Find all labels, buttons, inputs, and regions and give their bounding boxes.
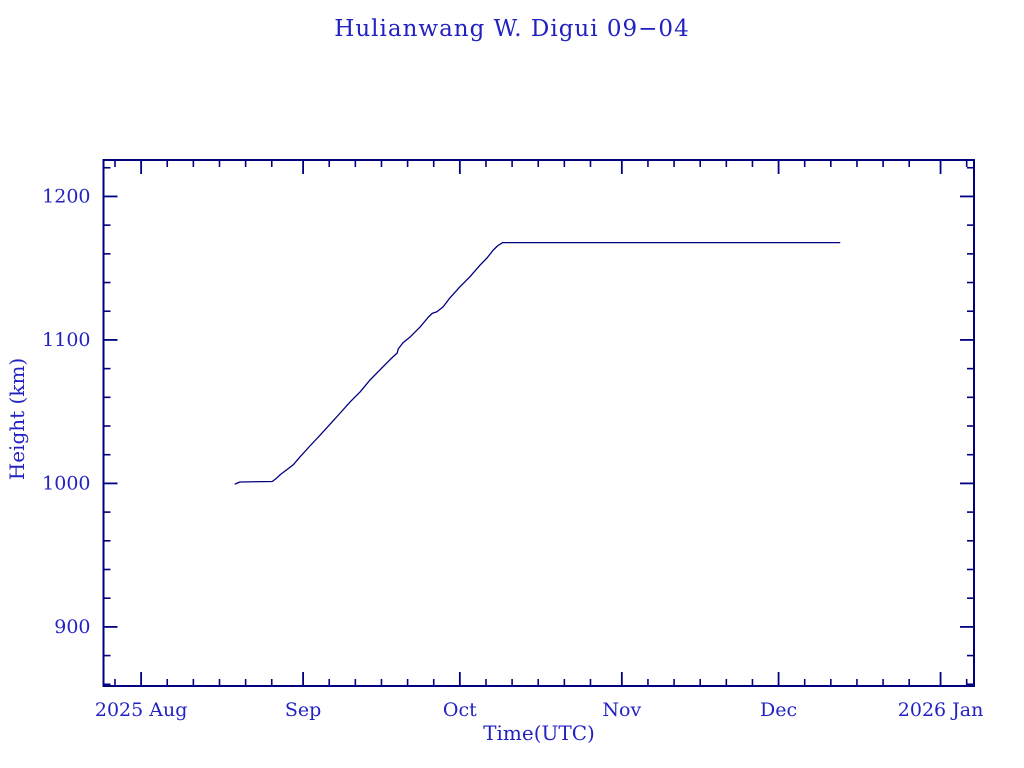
y-tick-label: 1100 — [42, 329, 90, 351]
x-tick-label: Oct — [443, 699, 477, 721]
chart-title: Hulianwang W. Digui 09−04 — [334, 16, 690, 42]
y-tick-label: 900 — [54, 616, 90, 638]
y-tick-label: 1000 — [42, 472, 90, 494]
x-tick-label: Sep — [285, 699, 321, 721]
y-tick-label: 1200 — [42, 185, 90, 207]
x-tick-label: 2025 Aug — [95, 699, 188, 721]
plot-frame — [102, 159, 975, 687]
x-tick-label: Nov — [602, 699, 641, 721]
x-tick-label: 2026 Jan — [898, 699, 984, 721]
data-line-orbit-height — [234, 241, 841, 485]
x-tick-label: Dec — [760, 699, 797, 721]
x-axis-title: Time(UTC) — [483, 721, 595, 745]
